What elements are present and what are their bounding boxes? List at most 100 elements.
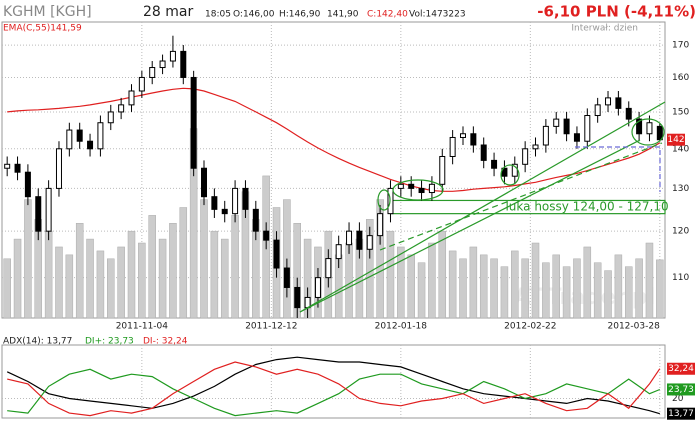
- volume-bar: [3, 258, 11, 319]
- candle-body: [159, 60, 166, 69]
- adx-line: [7, 368, 661, 417]
- volume-bar: [148, 215, 156, 319]
- volume-bar: [593, 262, 602, 319]
- candle-body: [283, 267, 290, 288]
- volume-bar: [65, 254, 74, 319]
- candle-body: [335, 244, 342, 260]
- ema-line: [7, 87, 661, 192]
- y-tick-label: 130: [672, 184, 689, 194]
- volume-bar: [583, 246, 592, 319]
- y-tick-label: 120: [672, 227, 689, 237]
- candle-body: [252, 208, 259, 232]
- ellipse: [500, 164, 520, 186]
- volume-bar: [521, 258, 529, 319]
- candle-body: [408, 183, 415, 189]
- candle-body: [45, 187, 52, 232]
- end-label: 23,73: [668, 385, 694, 395]
- candle-body: [439, 155, 446, 185]
- candle-body: [449, 136, 456, 157]
- candle-body: [211, 196, 218, 210]
- volume-bar: [562, 266, 571, 319]
- volume-bar: [55, 246, 63, 319]
- candle-body: [522, 148, 529, 165]
- volume-bar: [138, 242, 146, 319]
- price-panel: 110 120 130 140 150 160 170 2011-11-04 2011-12-1…: [2, 22, 689, 332]
- volume-bar: [448, 250, 457, 319]
- candle-body: [138, 76, 145, 92]
- volume-bar: [531, 242, 540, 319]
- candle-body: [428, 183, 435, 194]
- candle-body: [480, 144, 487, 161]
- adx-line: [7, 361, 661, 417]
- adx-line: [6, 356, 660, 415]
- end-label-box: [667, 362, 695, 375]
- volume-bar: [200, 199, 208, 319]
- candle-body: [242, 187, 249, 210]
- candle-body: [470, 133, 477, 146]
- candle-body: [14, 163, 21, 173]
- candle-body: [377, 213, 384, 237]
- candle-body: [118, 104, 125, 113]
- candle-body: [656, 125, 663, 141]
- candle-body: [24, 171, 31, 198]
- high: H:146,90: [279, 10, 321, 20]
- candle-body: [636, 118, 643, 135]
- trend-line: [299, 139, 641, 313]
- candle-body: [55, 148, 62, 189]
- volume-bar: [86, 238, 94, 319]
- volume-bar: [573, 258, 581, 319]
- volume-bar: [438, 230, 447, 319]
- price-frame: [1, 21, 666, 319]
- candle-body: [169, 50, 176, 62]
- x-tick-label: 2012-01-18: [375, 322, 428, 332]
- candle-body: [97, 122, 104, 150]
- candle-body: [584, 115, 591, 142]
- adx-panel: 20 13,77 23,73 32,24: [2, 345, 695, 420]
- end-label-box: [667, 383, 695, 396]
- close: C:142,40: [367, 10, 408, 20]
- x-tick-label: 2011-12-12: [245, 322, 297, 332]
- trend-line: [299, 101, 666, 313]
- y-tick-label: 170: [672, 41, 689, 51]
- candle-body: [532, 144, 539, 150]
- open: O:146,00: [233, 10, 275, 20]
- candle-body: [594, 104, 601, 117]
- volume-bar: [158, 238, 167, 319]
- candle-body: [221, 208, 228, 215]
- candle-body: [418, 187, 425, 194]
- candle-body: [66, 129, 73, 150]
- candle-body: [615, 97, 622, 109]
- volume-bar: [179, 207, 188, 319]
- candle-body: [314, 277, 321, 298]
- date: 28 mar: [143, 4, 193, 20]
- candle-body: [346, 230, 353, 246]
- volume-bar: [459, 258, 467, 319]
- di-plus-label: DI+: 23,73: [85, 337, 134, 347]
- y-tick-label: 110: [672, 273, 689, 283]
- last-price-box: [667, 133, 685, 146]
- y-tick-label: 20: [672, 394, 684, 404]
- volume-bar: [24, 199, 32, 319]
- volume-bar: [417, 262, 426, 319]
- end-label: 32,24: [668, 364, 694, 374]
- gap-label: luka hossy 124,00 - 127,10: [505, 200, 668, 214]
- x-tick-label: 2012-02-22: [504, 322, 556, 332]
- candle-body: [180, 50, 187, 78]
- candle-body: [4, 163, 11, 169]
- candle-body: [491, 159, 498, 169]
- volume: Vol:1473223: [409, 10, 466, 20]
- volume-bar: [490, 258, 498, 319]
- candle-body: [201, 167, 208, 198]
- last-price-label: 142: [667, 135, 684, 145]
- candle-body: [605, 97, 612, 106]
- candle-body: [87, 140, 94, 150]
- candle-body: [397, 183, 404, 189]
- candle-body: [232, 187, 239, 215]
- y-tick-label: 150: [672, 107, 689, 117]
- volume-bar: [407, 254, 415, 319]
- trend-line: [379, 142, 663, 251]
- candle-body: [35, 196, 42, 232]
- change: -6,10 PLN (-4,11%): [537, 3, 696, 21]
- ellipse: [377, 189, 391, 211]
- candle-body: [190, 76, 197, 169]
